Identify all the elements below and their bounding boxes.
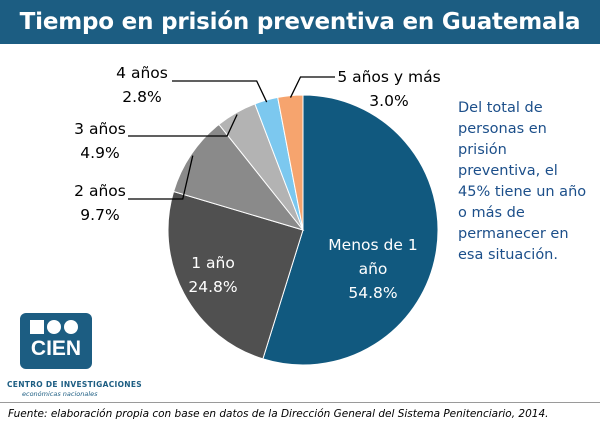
side-note: Del total de personas en prisión prevent…	[458, 100, 587, 263]
slice-value-label: 4.9%	[80, 144, 119, 162]
pie-slice	[262, 94, 439, 366]
title-banner: Tiempo en prisión preventiva en Guatemal…	[0, 0, 600, 44]
slice-label: 3 años	[74, 120, 126, 138]
slice-label: 1 año	[191, 254, 235, 272]
leader-lines	[128, 76, 335, 200]
logo-text: CIEN	[30, 337, 82, 360]
logo-square	[30, 320, 44, 334]
slice-label: 5 años y más	[337, 68, 440, 86]
pie-slice	[167, 190, 304, 360]
logo-circle	[47, 320, 61, 334]
footer: Fuente: elaboración propia con base en d…	[0, 402, 600, 425]
pie-slices	[167, 94, 439, 366]
logo-circle	[64, 320, 78, 334]
logo-mark	[30, 320, 78, 334]
slice-labels: Menos de 1 año 54.8% 1 año 24.8% 2 años 9.7% 3 …	[74, 64, 441, 302]
cien-logo: CIEN	[20, 313, 92, 369]
leader-line	[128, 155, 194, 200]
pie-chart: Menos de 1 año 54.8% 1 año 24.8% 2 años 9.7% 3 …	[74, 64, 441, 366]
leader-line	[128, 114, 238, 137]
org-name: CENTRO DE INVESTIGACIONES	[7, 380, 142, 389]
slice-label: 4 años	[116, 64, 168, 82]
slice-value-label: 3.0%	[369, 92, 408, 110]
slice-value-label: 9.7%	[80, 206, 119, 224]
pie-slice	[277, 94, 304, 231]
chart-title: Tiempo en prisión preventiva en Guatemal…	[19, 9, 581, 35]
leader-line	[172, 80, 268, 103]
slice-label: Menos de 1	[328, 236, 417, 254]
slice-label: 2 años	[74, 182, 126, 200]
pie-slice	[172, 123, 305, 231]
source-note: Fuente: elaboración propia con base en d…	[8, 408, 549, 420]
slice-label: año	[359, 260, 388, 278]
slice-value-label: 2.8%	[122, 88, 161, 106]
leader-line	[289, 76, 335, 98]
slice-value-label: 54.8%	[348, 284, 397, 302]
org-subtitle: económicas nacionales	[22, 390, 98, 398]
slice-value-label: 24.8%	[188, 278, 237, 296]
